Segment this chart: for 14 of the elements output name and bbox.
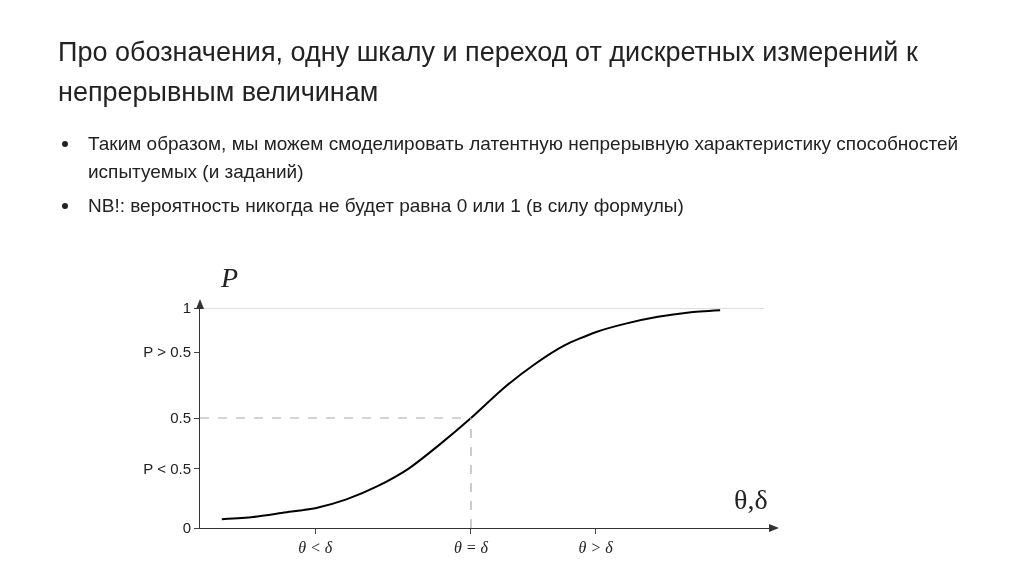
x-tick-label: θ < δ — [298, 539, 333, 557]
y-tick-label: 1 — [182, 299, 191, 317]
text: Таким образом, мы можем смоделировать латентную непрерывную характеристику способностей испытуемых (и заданий) — [88, 132, 960, 184]
x-tick-label: θ > δ — [578, 539, 614, 557]
y-axis-title: P — [220, 262, 239, 293]
x-axis-title: θ,δ — [734, 484, 768, 515]
y-tick-label: 0 — [182, 519, 191, 537]
y-tick-label: 0.5 — [170, 409, 191, 427]
x-tick-label: θ = δ — [453, 539, 489, 557]
line-series — [220, 309, 722, 521]
chart-title: Про обозначения, одну шкалу и переход от дискретных измерений к непрерывным величинам — [58, 36, 919, 109]
y-tick-label: P < 0.5 — [143, 459, 191, 477]
y-tick-label: P > 0.5 — [143, 343, 191, 361]
text: NB!: вероятность никогда не будет равна 0 или 1 (в силу формулы) — [88, 194, 685, 218]
